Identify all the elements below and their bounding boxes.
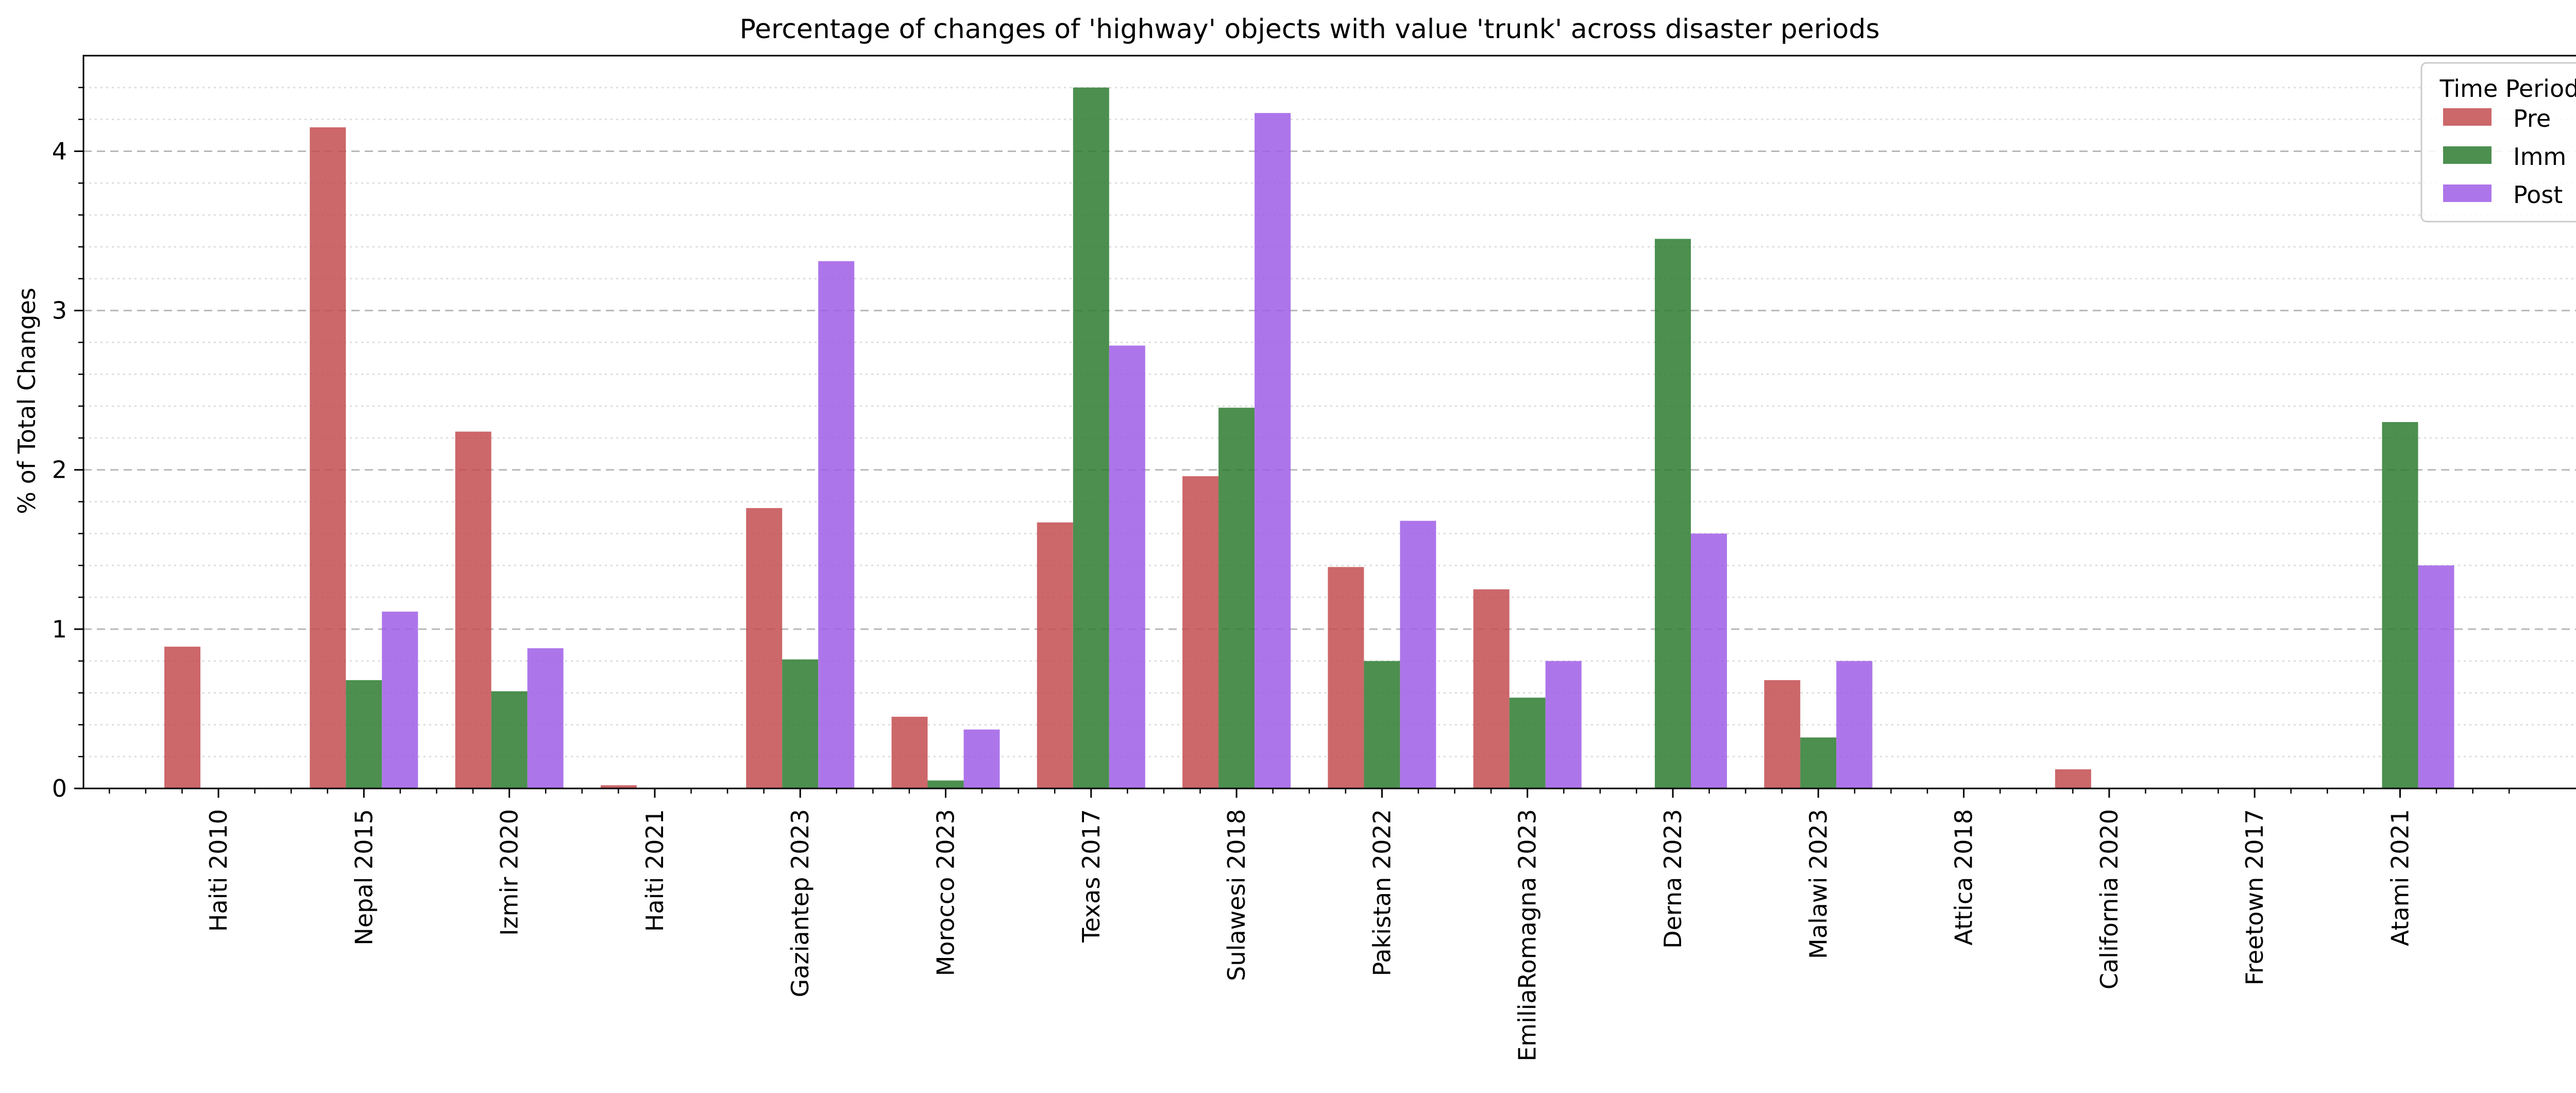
bar-imm-malawi-2023 xyxy=(1800,737,1837,788)
bar-pre-texas-2017 xyxy=(1037,522,1073,788)
legend-swatch-pre xyxy=(2443,108,2492,126)
y-tick-label: 0 xyxy=(52,775,67,802)
x-tick-label: Texas 2017 xyxy=(1077,809,1105,943)
bar-pre-morocco-2023 xyxy=(891,716,928,788)
x-tick-label: Haiti 2021 xyxy=(641,809,669,932)
x-tick-label: Nepal 2015 xyxy=(350,809,378,946)
bar-imm-morocco-2023 xyxy=(927,780,964,788)
x-tick-label: Izmir 2020 xyxy=(496,809,523,936)
x-tick-label: EmiliaRomagna 2023 xyxy=(1514,809,1541,1062)
chart-title: Percentage of changes of 'highway' objec… xyxy=(740,14,1880,45)
bar-pre-haiti-2010 xyxy=(164,646,200,788)
bar-post-nepal-2015 xyxy=(382,611,418,788)
legend-title: Time Period xyxy=(2439,75,2576,103)
bar-post-emiliaromagna-2023 xyxy=(1545,661,1582,788)
bar-pre-pakistan-2022 xyxy=(1328,567,1364,788)
bar-post-morocco-2023 xyxy=(963,729,1000,788)
bar-post-texas-2017 xyxy=(1109,345,1145,788)
x-tick-label: Gaziantep 2023 xyxy=(786,809,814,997)
y-tick-label: 2 xyxy=(52,456,67,484)
x-tick-label: Pakistan 2022 xyxy=(1368,809,1396,976)
y-tick-label: 1 xyxy=(52,615,67,643)
bar-pre-izmir-2020 xyxy=(455,431,492,788)
bar-imm-gaziantep-2023 xyxy=(782,659,819,788)
legend-label-pre: Pre xyxy=(2513,105,2551,132)
bar-pre-gaziantep-2023 xyxy=(746,508,783,788)
bar-pre-haiti-2021 xyxy=(600,785,637,788)
bar-imm-derna-2023 xyxy=(1655,239,1691,788)
y-axis-label: % of Total Changes xyxy=(13,288,41,514)
bar-post-sulawesi-2018 xyxy=(1255,113,1291,788)
legend-box xyxy=(2420,62,2576,223)
legend-label-imm: Imm xyxy=(2513,143,2566,171)
bar-imm-sulawesi-2018 xyxy=(1218,408,1255,788)
x-tick-label: Haiti 2010 xyxy=(205,809,232,932)
bar-imm-pakistan-2022 xyxy=(1364,661,1400,788)
legend-label-post: Post xyxy=(2513,181,2563,209)
legend-swatch-post xyxy=(2443,184,2492,202)
legend-swatch-imm xyxy=(2443,146,2492,164)
bar-pre-malawi-2023 xyxy=(1764,680,1801,788)
plot-frame xyxy=(82,55,2576,789)
bar-imm-izmir-2020 xyxy=(491,691,528,788)
x-tick-label: Derna 2023 xyxy=(1659,809,1687,949)
y-tick-label: 3 xyxy=(52,297,67,325)
x-tick-label: Morocco 2023 xyxy=(932,809,960,976)
bar-pre-california-2020 xyxy=(2055,769,2091,788)
bar-pre-nepal-2015 xyxy=(310,127,346,789)
x-tick-label: Attica 2018 xyxy=(1950,809,1978,946)
bar-post-pakistan-2022 xyxy=(1400,520,1436,788)
legend: Time Period Pre Imm Post xyxy=(2420,62,2576,223)
bar-pre-emiliaromagna-2023 xyxy=(1473,589,1510,788)
bar-imm-texas-2017 xyxy=(1073,87,1109,789)
x-tick-label: Sulawesi 2018 xyxy=(1223,809,1250,981)
bar-post-izmir-2020 xyxy=(527,648,564,788)
x-tick-label: Freetown 2017 xyxy=(2241,809,2268,985)
bar-post-atami-2021 xyxy=(2418,565,2454,788)
bar-imm-atami-2021 xyxy=(2382,422,2418,788)
axes: 0 1 2 3 4 Haiti 2010 Nepal 2015 Izmir 2020 Haiti… xyxy=(52,55,2576,1062)
bars xyxy=(164,87,2454,789)
bar-imm-nepal-2015 xyxy=(346,680,382,788)
x-tick-label: Malawi 2023 xyxy=(1804,809,1832,959)
bar-post-derna-2023 xyxy=(1691,533,1727,788)
bar-post-gaziantep-2023 xyxy=(818,261,855,788)
x-tick-label: California 2020 xyxy=(2095,809,2123,989)
bar-imm-emiliaromagna-2023 xyxy=(1509,697,1546,788)
y-tick-label: 4 xyxy=(52,137,67,165)
bar-post-malawi-2023 xyxy=(1836,661,1873,788)
x-tick-label: Atami 2021 xyxy=(2386,809,2414,946)
bar-pre-sulawesi-2018 xyxy=(1182,476,1219,788)
